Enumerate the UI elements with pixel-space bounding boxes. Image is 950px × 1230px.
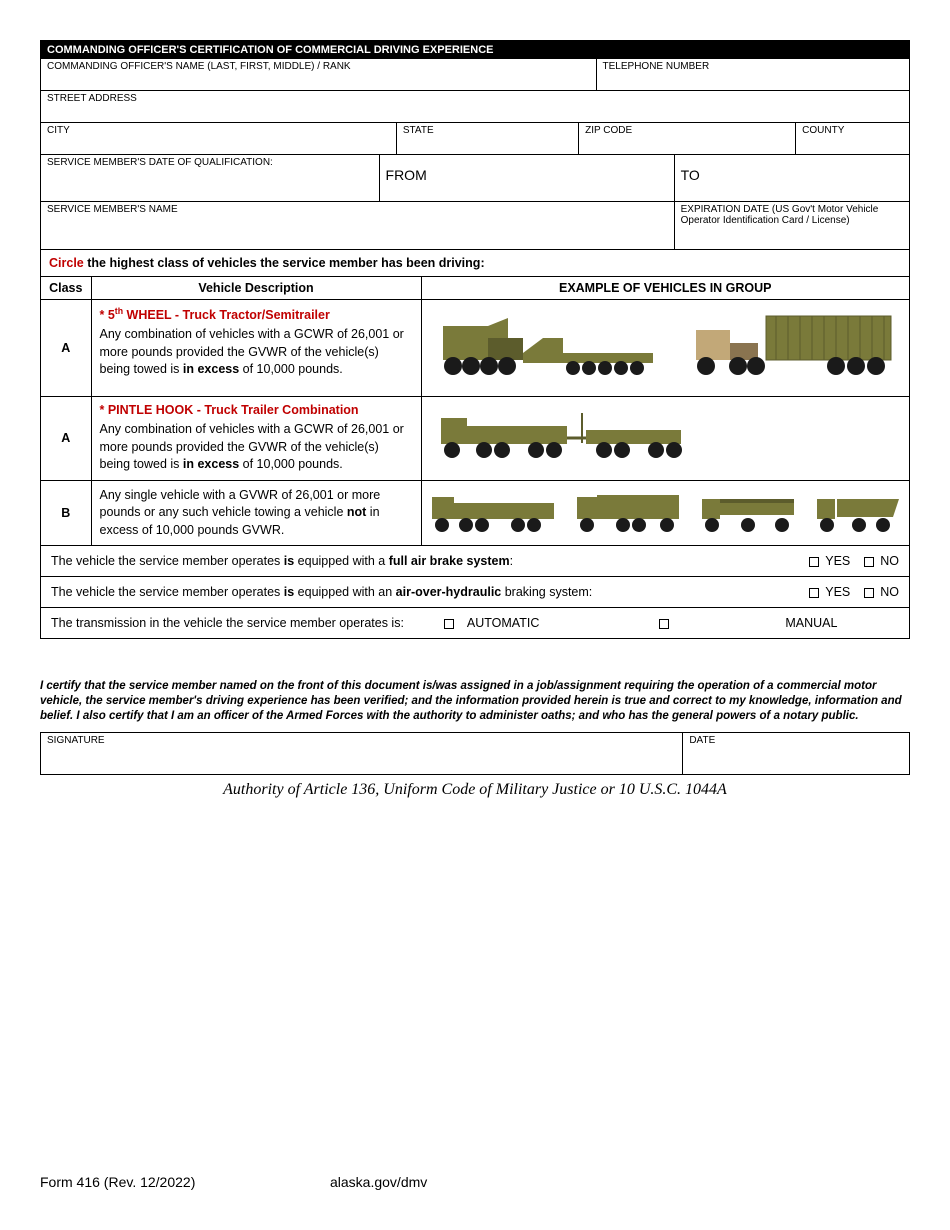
form-container: COMMANDING OFFICER'S CERTIFICATION OF CO… [40, 40, 910, 639]
table-row: B Any single vehicle with a GVWR of 26,0… [41, 480, 909, 545]
field-state[interactable]: STATE [397, 123, 579, 154]
checkbox-no[interactable]: NO [864, 585, 899, 599]
col-example: EXAMPLE OF VEHICLES IN GROUP [421, 277, 909, 300]
footer-url: alaska.gov/dmv [330, 1174, 427, 1190]
field-date[interactable]: DATE [683, 733, 909, 774]
form-number: Form 416 (Rev. 12/2022) [40, 1174, 330, 1190]
col-class: Class [41, 277, 91, 300]
checkbox-no[interactable]: NO [864, 554, 899, 568]
authority-line: Authority of Article 136, Uniform Code o… [40, 781, 910, 799]
field-to[interactable]: TO [675, 155, 909, 201]
vehicle-example-a2 [421, 397, 909, 481]
field-from[interactable]: FROM [380, 155, 675, 201]
field-county[interactable]: COUNTY [796, 123, 909, 154]
field-qual-date[interactable]: SERVICE MEMBER'S DATE OF QUALIFICATION: [41, 155, 380, 201]
field-telephone[interactable]: TELEPHONE NUMBER [597, 59, 909, 90]
truck-container-icon [688, 308, 898, 388]
vehicle-title: * PINTLE HOOK - Truck Trailer Combinatio… [100, 403, 413, 417]
certification-text: I certify that the service member named … [40, 679, 910, 724]
instruction-line: Circle the highest class of vehicles the… [41, 250, 909, 277]
page-footer: Form 416 (Rev. 12/2022) alaska.gov/dmv [40, 1174, 910, 1190]
vehicle-desc: Any single vehicle with a GVWR of 26,001… [100, 487, 413, 540]
checkbox-manual[interactable] [659, 616, 675, 630]
checkbox-automatic[interactable]: AUTOMATIC [444, 616, 539, 630]
signature-box: SIGNATURE DATE [40, 732, 910, 775]
dump-truck-icon [813, 489, 903, 537]
vehicle-table: Class Vehicle Description EXAMPLE OF VEH… [41, 277, 909, 545]
field-zip[interactable]: ZIP CODE [579, 123, 796, 154]
col-desc: Vehicle Description [91, 277, 421, 300]
row-member: SERVICE MEMBER'S NAME EXPIRATION DATE (U… [41, 202, 909, 250]
checkbox-yes[interactable]: YES [809, 554, 850, 568]
checkbox-yes[interactable]: YES [809, 585, 850, 599]
vehicle-title: * 5th WHEEL - Truck Tractor/Semitrailer [100, 306, 413, 322]
flatbed-truck-icon [698, 489, 798, 537]
row-city: CITY STATE ZIP CODE COUNTY [41, 123, 909, 155]
field-expiration[interactable]: EXPIRATION DATE (US Gov't Motor Vehicle … [675, 202, 909, 249]
vehicle-desc: Any combination of vehicles with a GCWR … [100, 326, 413, 379]
vehicle-example-b [421, 480, 909, 545]
question-transmission: The transmission in the vehicle the serv… [41, 607, 909, 638]
field-officer-name[interactable]: COMMANDING OFFICER'S NAME (LAST, FIRST, … [41, 59, 597, 90]
field-signature[interactable]: SIGNATURE [41, 733, 683, 774]
field-member-name[interactable]: SERVICE MEMBER'S NAME [41, 202, 675, 249]
vehicle-desc: Any combination of vehicles with a GCWR … [100, 421, 413, 474]
section-header: COMMANDING OFFICER'S CERTIFICATION OF CO… [41, 41, 909, 59]
table-row: A * 5th WHEEL - Truck Tractor/Semitraile… [41, 300, 909, 397]
truck-trailer-combo-icon [436, 408, 696, 468]
field-street[interactable]: STREET ADDRESS [41, 91, 909, 122]
vehicle-example-a1 [421, 300, 909, 397]
cargo-truck-icon [573, 489, 683, 537]
row-street: STREET ADDRESS [41, 91, 909, 123]
table-row: A * PINTLE HOOK - Truck Trailer Combinat… [41, 397, 909, 481]
question-air-hydraulic: The vehicle the service member operates … [41, 576, 909, 607]
truck-tractor-lowboy-icon [433, 308, 663, 388]
row-qual: SERVICE MEMBER'S DATE OF QUALIFICATION: … [41, 155, 909, 202]
row-officer: COMMANDING OFFICER'S NAME (LAST, FIRST, … [41, 59, 909, 91]
hemtt-truck-icon [428, 489, 558, 537]
field-city[interactable]: CITY [41, 123, 397, 154]
question-air-brake: The vehicle the service member operates … [41, 545, 909, 576]
